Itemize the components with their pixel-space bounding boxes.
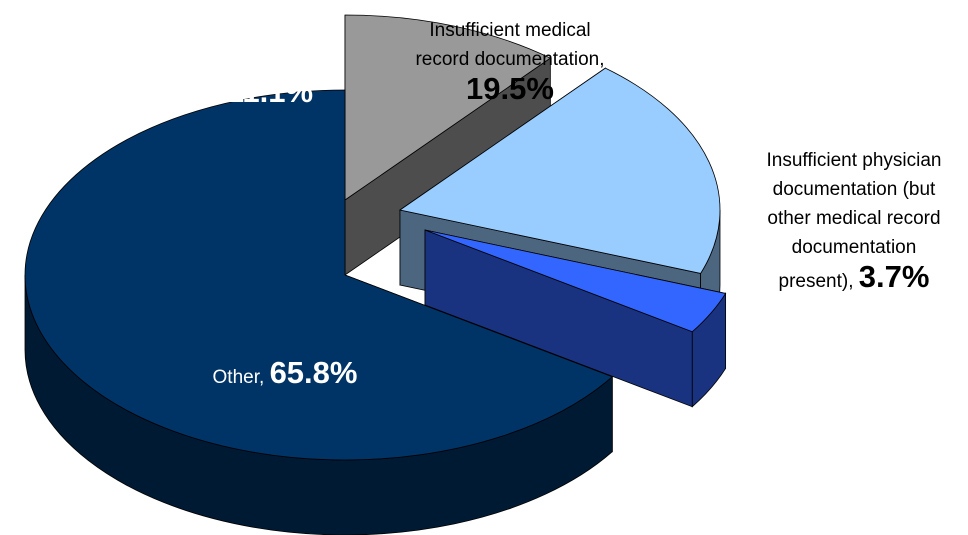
value-label: 65.8% [269,355,358,390]
data-label: No response, 11.1% [180,48,360,111]
data-label: Insufficient medical record documentatio… [405,16,615,108]
category-label: No response, [213,52,327,73]
slice [344,14,552,201]
category-label: Insufficient medical record documentatio… [415,20,605,70]
slice [24,89,614,461]
value-label: 11.1% [226,74,314,109]
slice [344,14,552,276]
slice [24,89,614,535]
slice [424,229,727,408]
data-label: Other, 65.8% [150,355,420,392]
value-label: 3.7% [858,259,930,294]
data-label: Insufficient physician documentation (bu… [760,146,948,296]
category-label: Insufficient physician documentation (bu… [766,150,942,292]
slice [399,67,721,274]
slice [424,229,727,333]
category-label: Other, [212,367,265,388]
value-label: 19.5% [466,71,554,106]
